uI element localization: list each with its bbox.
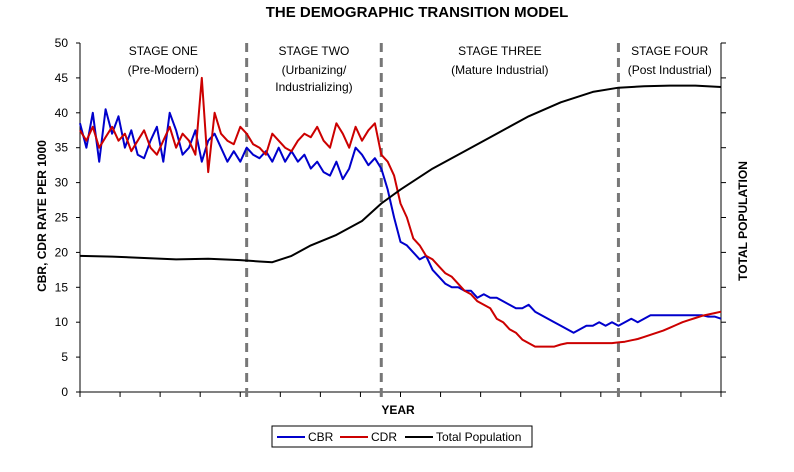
y-tick-label: 20 bbox=[55, 245, 69, 259]
y-tick-label: 35 bbox=[55, 141, 69, 155]
y-tick-label: 40 bbox=[55, 106, 69, 120]
stage-label-1: STAGE ONE bbox=[129, 44, 198, 58]
stage-label-2: STAGE TWO bbox=[279, 44, 350, 58]
legend-box bbox=[271, 425, 533, 448]
y-tick-label: 25 bbox=[55, 211, 69, 225]
stage-sublabel-4: (Post Industrial) bbox=[628, 63, 712, 77]
y-tick-label: 10 bbox=[55, 315, 69, 329]
legend-label-cdr: CDR bbox=[371, 430, 397, 444]
chart-title: THE DEMOGRAPHIC TRANSITION MODEL bbox=[266, 4, 569, 21]
plot-area: 0 5 10 15 20 25 30 35 40 45 50 STAGE ONE (Pre-Modern… bbox=[55, 36, 726, 399]
y-tick-label: 45 bbox=[55, 71, 69, 85]
series-line-cbr bbox=[79, 108, 722, 334]
y-tick-label: 50 bbox=[55, 36, 69, 50]
stage-sublabel-3: (Mature Industrial) bbox=[451, 63, 548, 77]
y-tick-label: 30 bbox=[55, 176, 69, 190]
series-line-cdr bbox=[79, 76, 722, 348]
stage-sublabel-2: (Urbanizing/ bbox=[282, 63, 347, 77]
x-axis-label: YEAR bbox=[381, 403, 415, 417]
y-tick-label: 15 bbox=[55, 280, 69, 294]
stage-label-4: STAGE FOUR bbox=[631, 44, 708, 58]
stage-label-3: STAGE THREE bbox=[458, 44, 542, 58]
stage-sublabel-1: (Pre-Modern) bbox=[128, 63, 199, 77]
y2-axis-label: TOTAL POPULATION bbox=[736, 161, 750, 281]
legend-label-cbr: CBR bbox=[308, 430, 334, 444]
series-line-total-population bbox=[79, 84, 722, 264]
y-tick-label: 0 bbox=[61, 385, 68, 399]
y-tick-label: 5 bbox=[61, 350, 68, 364]
y-axis-label: CBR, CDR RATE PER 1000 bbox=[35, 140, 49, 292]
stage-sublabel2-2: Industrializing) bbox=[275, 80, 352, 94]
legend: CBR CDR Total Population bbox=[271, 425, 533, 448]
legend-label-total-population: Total Population bbox=[436, 430, 521, 444]
